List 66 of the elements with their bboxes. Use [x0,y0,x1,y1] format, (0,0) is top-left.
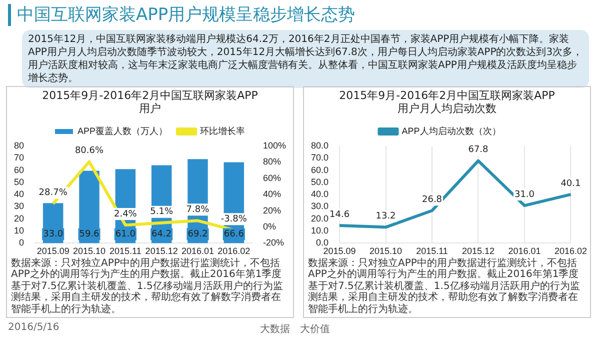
y2-tick-label: 20% [262,205,281,216]
data-label: 69.2 [188,230,208,240]
chart-title: 2015年9月-2016年2月中国互联网家装APP用户 [41,89,259,115]
x-tick-label: 2015.09 [36,246,70,256]
legend-label: APP覆盖人数（万人） [77,126,168,136]
x-tick-label: 2016.01 [508,246,541,256]
y2-tick-label: 0% [262,221,276,232]
x-tick-label: 2015.11 [416,246,448,256]
data-label: 64.2 [152,230,172,240]
y-tick-label: 70 [14,152,24,163]
data-label: 26.8 [422,194,442,205]
data-label: 14.6 [329,210,350,220]
data-label: 33.0 [43,230,64,240]
legend-label: 环比增长率 [200,126,246,136]
y2-tick-label: -20% [262,238,284,248]
y-tick-label: 70.0 [310,152,329,163]
x-tick-label: 2015.10 [72,246,106,256]
y-tick-label: 20.0 [310,213,329,224]
x-tick-label: 2015.12 [462,246,495,256]
x-tick-label: 2016.02 [218,246,250,256]
y2-tick-label: 100% [262,140,286,150]
y-tick-label: 10.0 [310,226,329,236]
data-label: -3.8% [220,214,248,224]
text: 中国互联网家装APP用户规模呈稳步增长态势 [8,4,356,26]
data-label: 7.8% [186,205,210,216]
y-tick-label: 20 [14,213,24,224]
data-label: 13.2 [376,212,396,222]
x-tick-label: 2015.10 [369,246,402,256]
data-label: 2.4% [114,209,138,220]
text: 2016/5/16 [8,322,60,333]
source-note: 数据来源：只对独立APP中的用户数据进行监测统计，不包括APP之外的调用等行为产生的用户数据。截止2016年第1季度基于对7.5亿累计装机覆盖、1.5亿移动端月活跃用户的行为监测结果，采用自主研发的技术，帮助您有效了解数字消费者在智能手机上的行为轨迹。 [10,258,284,315]
legend-label: APP人均启动次数（次） [402,126,501,136]
data-label: 40.1 [560,178,581,189]
y-tick-label: 0.0 [316,238,329,248]
text: 大数据 大价值 [260,322,330,336]
y-tick-label: 50 [14,176,24,187]
data-label: 31.0 [514,190,535,200]
x-tick-label: 2016.01 [181,246,214,256]
y-tick-label: 80.0 [310,140,329,150]
data-label: 5.1% [150,207,174,218]
y-tick-label: 10 [14,226,24,236]
data-label: 61.0 [115,230,136,240]
data-label: 28.7% [38,188,68,198]
y-tick-label: 30.0 [310,201,329,212]
x-tick-label: 2015.11 [109,246,142,256]
data-label: 67.8 [468,145,489,156]
x-tick-label: 2015.09 [323,246,356,256]
y2-tick-label: 40% [262,189,281,200]
data-label: 80.6% [74,146,104,156]
y-tick-label: 40.0 [310,189,329,200]
y-tick-label: 50.0 [310,176,329,187]
y2-tick-label: 60% [262,172,281,183]
y-tick-label: 30 [14,201,24,212]
y-tick-label: 0 [18,238,24,248]
data-label: 59.6 [79,230,100,240]
y-tick-label: 40 [14,189,24,200]
source-note: 数据来源：只对独立APP中的用户数据进行监测统计，不包括APP之外的调用等行为产生的用户数据。截止2016年第1季度基于对7.5亿累计装机覆盖、1.5亿移动端月活跃用户的行为监测结果，采用自主研发的技术，帮助您有效了解数字消费者在智能手机上的行为轨迹。 [307,258,581,315]
y-tick-label: 60.0 [310,164,329,175]
y-tick-label: 60 [14,164,24,175]
chart-title: 2015年9月-2016年2月中国互联网家装APP用户月人均启动次数 [338,89,556,115]
y-tick-label: 80 [14,140,24,150]
y2-tick-label: 80% [262,156,281,167]
text: 2015年12月，中国互联网家装移动端用户规模达64.2万，2016年2月正处中国春节，家装APP用户规模有小幅下降。家装APP用户月人均启动次数随季节波动较大，2015年12月大幅增长达到67.8次，用户每日人均启动家装APP的次数达到3次多，用户活跃度相对较高，这与年末泛家装电商广泛大幅度营销有关。从整体看，中国互联网家装APP用户规模及活跃度均呈稳步增长态势。 [22,30,589,88]
data-label: 66.6 [224,230,244,240]
x-tick-label: 2016.02 [554,246,588,256]
x-tick-label: 2015.12 [145,246,178,256]
